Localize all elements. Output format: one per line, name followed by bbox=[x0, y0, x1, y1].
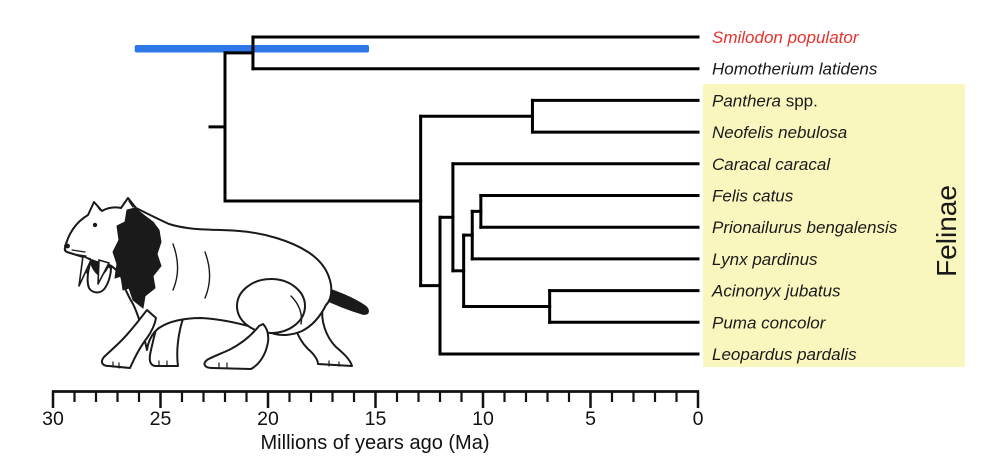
axis-tick-label-5: 5 bbox=[585, 408, 596, 430]
cat-eye bbox=[92, 222, 98, 228]
felinae-highlight-box bbox=[703, 84, 965, 367]
axis-tick-label-30: 30 bbox=[42, 408, 64, 430]
cat-fur-strokes bbox=[140, 231, 303, 325]
smilodon-illustration bbox=[63, 197, 369, 370]
axis-tick-label-10: 10 bbox=[472, 408, 494, 430]
axis-title: Millions of years ago (Ma) bbox=[260, 432, 490, 454]
cat-near-front-leg bbox=[100, 309, 157, 369]
cat-whisker-lines bbox=[71, 249, 87, 257]
cat-rear-thigh bbox=[236, 278, 306, 334]
cat-ear-inner-lines bbox=[95, 200, 134, 211]
axis-tick-label-15: 15 bbox=[365, 408, 387, 430]
tip-label-neofelis-nebulosa: Neofelis nebulosa bbox=[712, 123, 847, 142]
tip-label-puma-concolor: Puma concolor bbox=[712, 313, 827, 332]
tip-label-prionailurus-bengalensis: Prionailurus bengalensis bbox=[712, 218, 898, 237]
cat-saber-tooth-front bbox=[78, 255, 92, 287]
felinae-clade-label: Felinae bbox=[931, 185, 962, 277]
axis-tick-label-0: 0 bbox=[693, 408, 704, 430]
tip-label-felis-catus: Felis catus bbox=[712, 186, 794, 205]
tip-label-homotherium-latidens: Homotherium latidens bbox=[712, 59, 878, 78]
tip-label-caracal-caracal: Caracal caracal bbox=[712, 154, 831, 173]
cat-mane bbox=[112, 207, 162, 309]
tip-label-acinonyx-jubatus: Acinonyx jubatus bbox=[711, 281, 841, 300]
cat-toe-lines bbox=[112, 360, 340, 369]
cat-nose bbox=[64, 243, 70, 249]
tip-label-panthera: Panthera spp. bbox=[712, 91, 818, 110]
tip-label-smilodon-populator: Smilodon populator bbox=[712, 28, 860, 47]
cat-near-rear-leg bbox=[203, 323, 270, 370]
tip-label-lynx-pardinus: Lynx pardinus bbox=[712, 249, 818, 268]
axis-tick-label-25: 25 bbox=[150, 408, 172, 430]
axis-tick-label-20: 20 bbox=[257, 408, 279, 430]
tip-label-leopardus-pardalis: Leopardus pardalis bbox=[712, 345, 857, 364]
cat-saber-tooth-rear bbox=[97, 259, 110, 285]
